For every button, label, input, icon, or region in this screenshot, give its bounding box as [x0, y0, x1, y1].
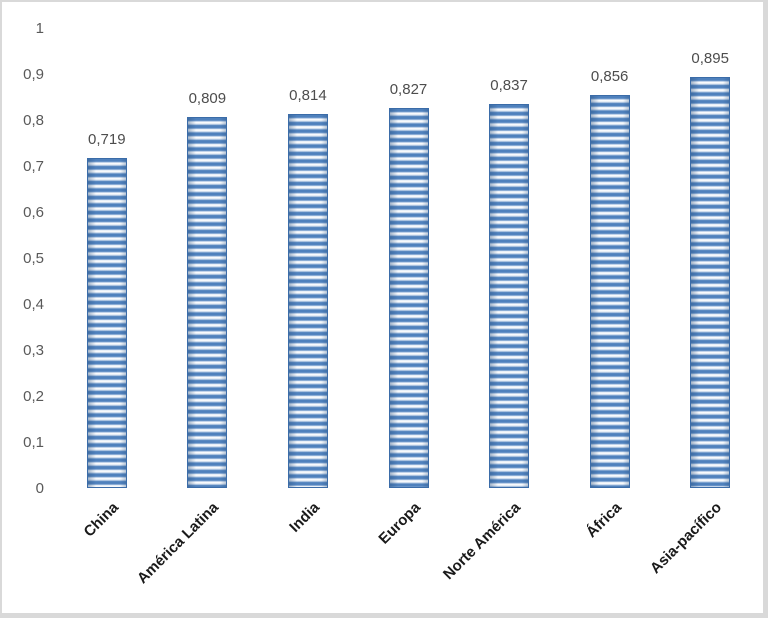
- bar-value-label: 0,814: [289, 87, 327, 105]
- y-axis-tick-label: 0,4: [23, 295, 44, 313]
- y-axis-tick-label: 1: [35, 20, 44, 37]
- y-axis-tick-label: 0,9: [23, 65, 44, 83]
- bar-value-label: 0,809: [188, 89, 227, 107]
- y-axis-tick-label: 0,3: [23, 341, 44, 359]
- y-axis-tick-label: 0,5: [23, 249, 44, 267]
- y-axis-tick-label: 0,1: [23, 433, 44, 451]
- x-axis-category-label: Asia-pacífico: [647, 499, 726, 578]
- bar-3[interactable]: [388, 108, 429, 489]
- bar-0[interactable]: [86, 158, 127, 489]
- x-axis-category-label: Norte América: [439, 499, 525, 584]
- bar-value-label: 0,719: [88, 131, 126, 149]
- x-axis-category-label: Europa: [374, 499, 424, 548]
- bar-2[interactable]: [287, 114, 328, 489]
- bar-value-label: 0,827: [389, 81, 428, 99]
- y-axis-tick-label: 0,2: [23, 387, 44, 405]
- bar-1[interactable]: [187, 116, 228, 489]
- bar-5[interactable]: [589, 95, 630, 489]
- x-axis-category-label: América Latina: [134, 499, 223, 588]
- bar-value-label: 0,837: [490, 76, 528, 94]
- bar-6[interactable]: [690, 77, 731, 489]
- bar-4[interactable]: [489, 103, 530, 489]
- bar-value-label: 0,895: [691, 50, 729, 68]
- x-axis-category-label: África: [582, 499, 625, 542]
- y-axis-tick-label: 0: [35, 479, 44, 497]
- y-axis-tick-label: 0,8: [23, 111, 44, 129]
- x-axis-category-label: India: [286, 499, 323, 536]
- y-axis-tick-label: 0,7: [23, 157, 44, 175]
- bar-value-label: 0,856: [590, 68, 629, 86]
- x-axis-category-label: China: [80, 499, 122, 541]
- y-axis-tick-label: 0,6: [23, 203, 44, 221]
